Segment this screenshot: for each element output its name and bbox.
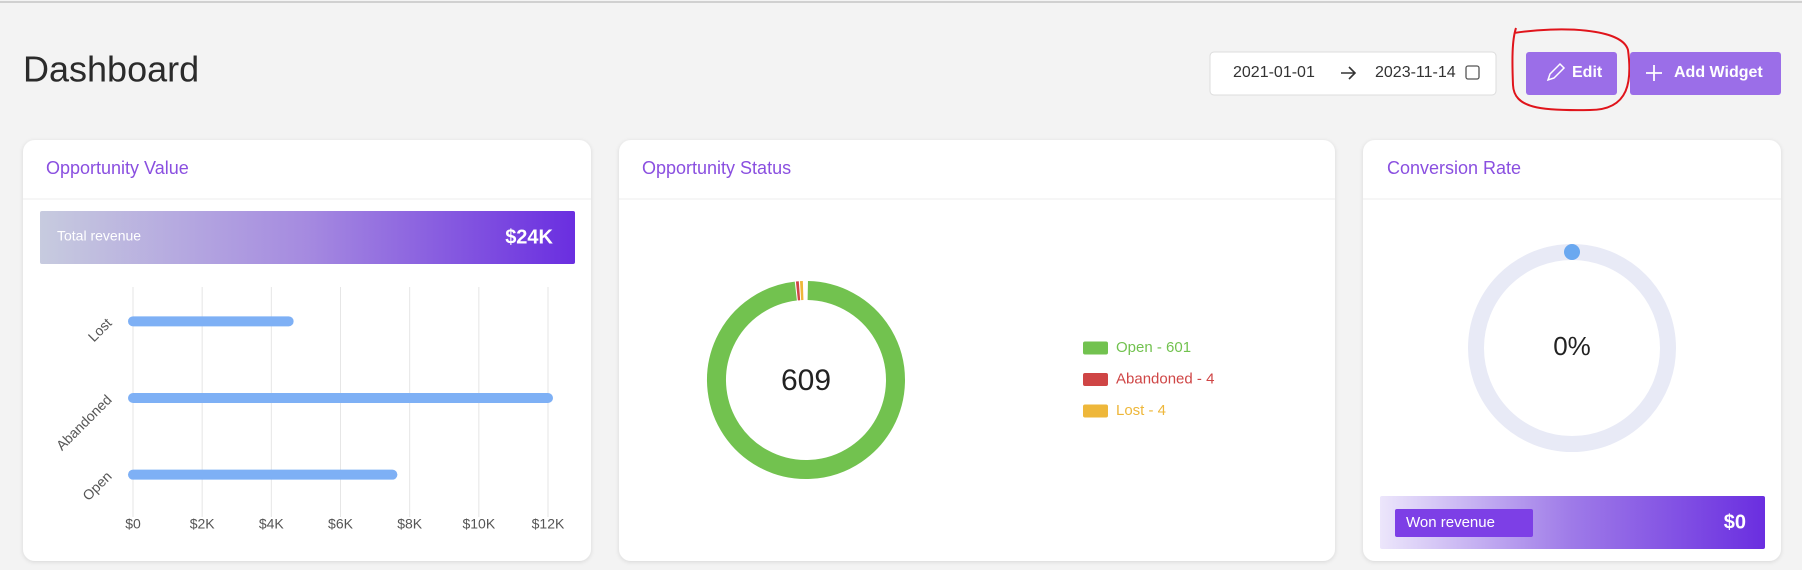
x-tick-label: $8K — [397, 516, 423, 532]
date-end[interactable]: 2023-11-14 — [1375, 64, 1456, 81]
legend-swatch — [1083, 341, 1108, 355]
won-label-box — [1395, 509, 1533, 537]
add-widget-label[interactable]: Add Widget — [1674, 64, 1763, 81]
calendar-icon — [1465, 65, 1480, 80]
revenue-banner — [40, 211, 575, 264]
x-tick-label: $12K — [532, 516, 565, 532]
total-label: Total revenue — [57, 228, 141, 244]
gauge-dot — [1565, 245, 1579, 259]
x-tick-label: $2K — [190, 516, 216, 532]
edit-label[interactable]: Edit — [1572, 64, 1603, 81]
edit-button[interactable]: Edit — [1526, 52, 1617, 95]
conversion-rate-card: Conversion Rate 0% Won revenue $0 — [1363, 140, 1781, 561]
x-tick-label: $10K — [462, 516, 495, 532]
card-title: Conversion Rate — [1387, 158, 1521, 178]
page-title: Dashboard — [23, 49, 199, 90]
annotation-circle — [1511, 27, 1631, 112]
arrow-icon — [1341, 66, 1357, 80]
legend-label: Abandoned - 4 — [1116, 370, 1214, 387]
card-title: Opportunity Value — [46, 158, 189, 178]
opportunity-status-card: Opportunity Status Open - 601 Abandoned -… — [619, 140, 1335, 561]
gauge-label: 0% — [1553, 331, 1591, 361]
donut-segment — [707, 281, 905, 479]
x-tick-label: $0 — [125, 516, 141, 532]
legend-label: Open - 601 — [1116, 339, 1191, 356]
legend-label: Lost - 4 — [1116, 402, 1166, 419]
won-label: Won revenue — [1406, 514, 1495, 531]
add-widget-button[interactable]: Add Widget — [1630, 52, 1781, 95]
x-tick-label: $4K — [259, 516, 285, 532]
plus-icon — [1646, 65, 1662, 81]
donut-total: 609 — [781, 364, 831, 397]
date-start[interactable]: 2021-01-01 — [1233, 64, 1315, 81]
legend-swatch — [1083, 373, 1108, 386]
pencil-icon — [1546, 62, 1566, 82]
card-title: Opportunity Status — [642, 158, 791, 178]
won-value: $0 — [1724, 511, 1746, 533]
opportunity-value-card: Opportunity Value Total revenue $24K $0 $… — [23, 140, 591, 561]
x-tick-label: $6K — [328, 516, 354, 532]
total-value: $24K — [505, 226, 553, 248]
date-range-picker[interactable]: 2021-01-01 2023-11-14 — [1209, 51, 1497, 96]
legend-swatch — [1083, 404, 1108, 418]
